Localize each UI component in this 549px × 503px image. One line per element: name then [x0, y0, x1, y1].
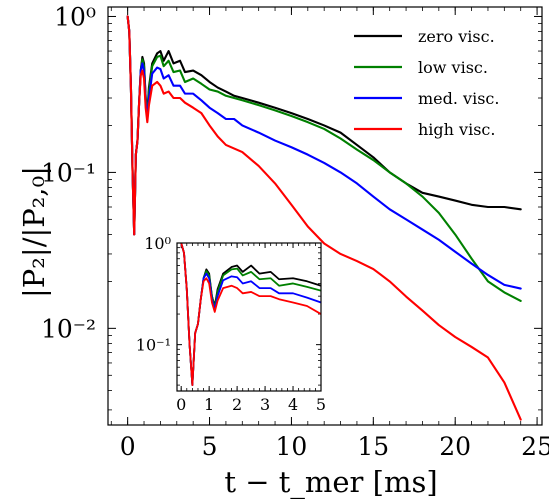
inset-y-tick-label: 10⁰ [144, 234, 171, 253]
y-axis-label: |P₂|/|P₂,₀| [17, 166, 51, 298]
inset-x-tick-label: 5 [316, 395, 326, 414]
main-x-tick-label: 10 [276, 432, 308, 461]
legend-label-2: med. visc. [418, 89, 499, 108]
legend-label-0: zero visc. [418, 27, 495, 46]
main-x-tick-label: 0 [120, 432, 136, 461]
main-x-tick-label: 20 [439, 432, 471, 461]
main-y-tick-label: 10⁰ [54, 2, 96, 31]
legend: zero visc. low visc. med. visc. high visc. [354, 27, 499, 139]
main-axes-frame [107, 6, 543, 426]
inset-axes-frame [176, 242, 322, 392]
main-x-tick-label: 25 [521, 432, 549, 461]
legend-label-3: high visc. [418, 120, 495, 139]
inset-x-tick-label: 4 [288, 395, 298, 414]
inset-y-tick-label: 10⁻¹ [136, 336, 171, 355]
inset-x-tick-label: 3 [260, 395, 270, 414]
inset-series-line-3 [180, 243, 321, 386]
legend-label-1: low visc. [418, 58, 488, 77]
main-y-tick-label: 10⁻² [41, 314, 96, 343]
inset-x-tick-label: 1 [204, 395, 214, 414]
main-x-tick-label: 15 [357, 432, 389, 461]
inset-plot: 0 1 2 3 4 5 10⁰ 10⁻¹ [136, 234, 326, 414]
main-y-tick-label: 10⁻¹ [41, 158, 96, 187]
main-x-tick-label: 5 [202, 432, 218, 461]
inset-x-tick-label: 0 [176, 395, 186, 414]
x-axis-label: t − t_mer [ms] [224, 465, 437, 500]
main-series-line-3 [126, 15, 522, 421]
inset-x-tick-label: 2 [232, 395, 242, 414]
